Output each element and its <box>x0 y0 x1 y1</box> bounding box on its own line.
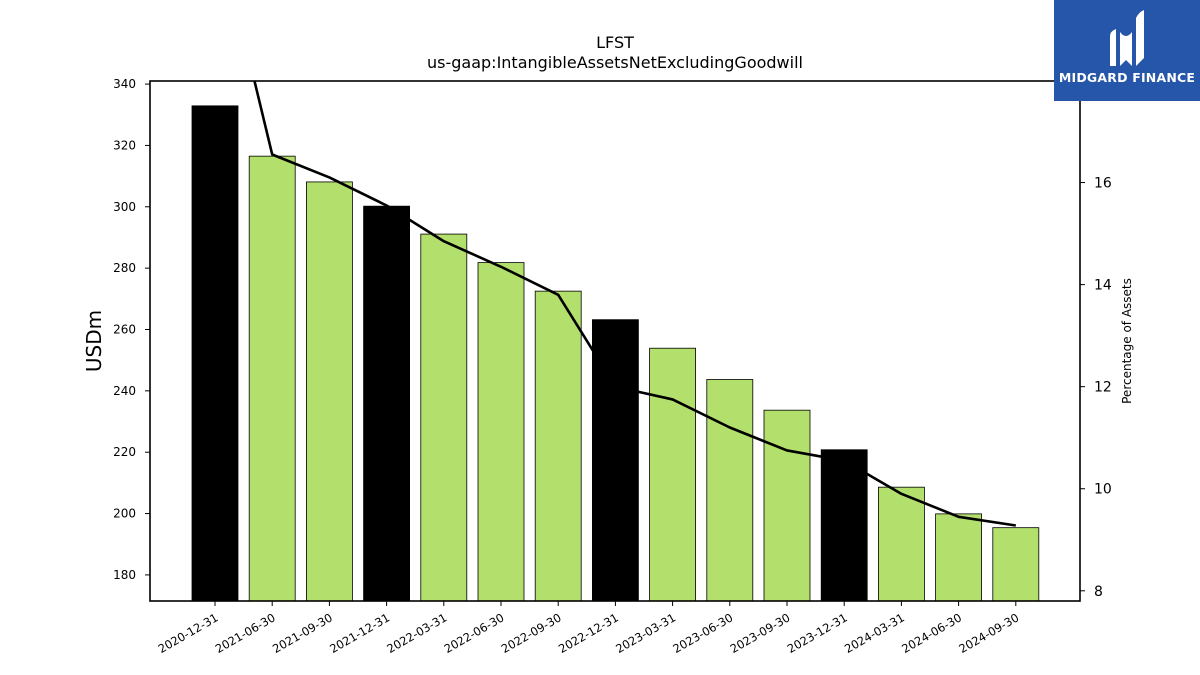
x-tick-label: 2021-06-30 <box>213 610 278 656</box>
x-tick-label: 2023-09-30 <box>728 610 793 656</box>
y2-tick-label: 12 <box>1094 380 1112 396</box>
y-axis-right: 8 10 12 14 16 <box>1080 176 1112 600</box>
x-axis: 2020-12-312021-06-302021-09-302021-12-31… <box>156 601 1021 656</box>
y-tick-label: 260 <box>113 322 136 336</box>
y-tick-label: 320 <box>113 138 136 152</box>
line-layer <box>253 81 1016 527</box>
y2-tick-label: 8 <box>1094 584 1103 600</box>
chart-title: LFST <box>596 33 634 52</box>
logo-text: MIDGARD FINANCE <box>1058 70 1196 85</box>
y-tick-label: 300 <box>113 200 136 214</box>
percentage-line <box>253 81 1016 527</box>
bar-2022-09-30 <box>534 290 582 602</box>
y2-tick-label: 10 <box>1094 482 1112 498</box>
bar-2024-03-31 <box>878 486 925 602</box>
logo-mark-icon <box>1110 10 1144 66</box>
bar-2023-03-31 <box>649 347 696 602</box>
x-tick-label: 2024-09-30 <box>956 610 1021 656</box>
chart-subtitle: us-gaap:IntangibleAssetsNetExcludingGood… <box>427 53 803 72</box>
bar-2021-12-31 <box>363 205 411 602</box>
bar-2022-03-31 <box>420 233 468 602</box>
x-tick-label: 2023-06-30 <box>670 610 735 656</box>
y2-axis-label: Percentage of Assets <box>1120 278 1134 404</box>
x-tick-label: 2022-09-30 <box>499 610 564 656</box>
bar-2023-09-30 <box>763 409 811 602</box>
x-tick-label: 2022-03-31 <box>384 610 449 656</box>
x-tick-label: 2021-12-31 <box>327 610 392 656</box>
y-axis-label: USDm <box>82 310 106 372</box>
bar-2024-06-30 <box>935 513 982 602</box>
x-tick-label: 2021-09-30 <box>270 610 335 656</box>
midgard-finance-logo: MIDGARD FINANCE <box>1054 0 1200 101</box>
bar-2022-12-31 <box>592 319 639 602</box>
bar-group <box>191 105 1040 602</box>
bar-2023-06-30 <box>706 379 754 602</box>
bar-2021-09-30 <box>305 181 353 602</box>
y-tick-label: 280 <box>113 261 136 275</box>
bar-2021-06-30 <box>248 155 296 602</box>
y2-tick-label: 14 <box>1094 278 1112 294</box>
y-tick-label: 200 <box>113 507 136 521</box>
y-tick-label: 240 <box>113 384 136 398</box>
y-tick-label: 340 <box>113 77 136 91</box>
x-tick-label: 2024-03-31 <box>842 610 907 656</box>
x-tick-label: 2023-03-31 <box>613 610 678 656</box>
x-tick-label: 2024-06-30 <box>899 610 964 656</box>
x-tick-label: 2020-12-31 <box>156 610 221 656</box>
x-tick-label: 2022-06-30 <box>442 610 507 656</box>
x-tick-label: 2022-12-31 <box>556 610 621 656</box>
y-axis-left: 180 200 220 240 260 280 300 320 340 <box>113 77 150 582</box>
bar-2024-09-30 <box>992 527 1040 602</box>
y-tick-label: 180 <box>113 568 136 582</box>
bar-2022-06-30 <box>477 262 525 602</box>
y-tick-label: 220 <box>113 445 136 459</box>
y2-tick-label: 16 <box>1094 176 1112 192</box>
x-tick-label: 2023-12-31 <box>785 610 850 656</box>
bar-2023-12-31 <box>820 449 868 602</box>
bar-2020-12-31 <box>191 105 239 602</box>
